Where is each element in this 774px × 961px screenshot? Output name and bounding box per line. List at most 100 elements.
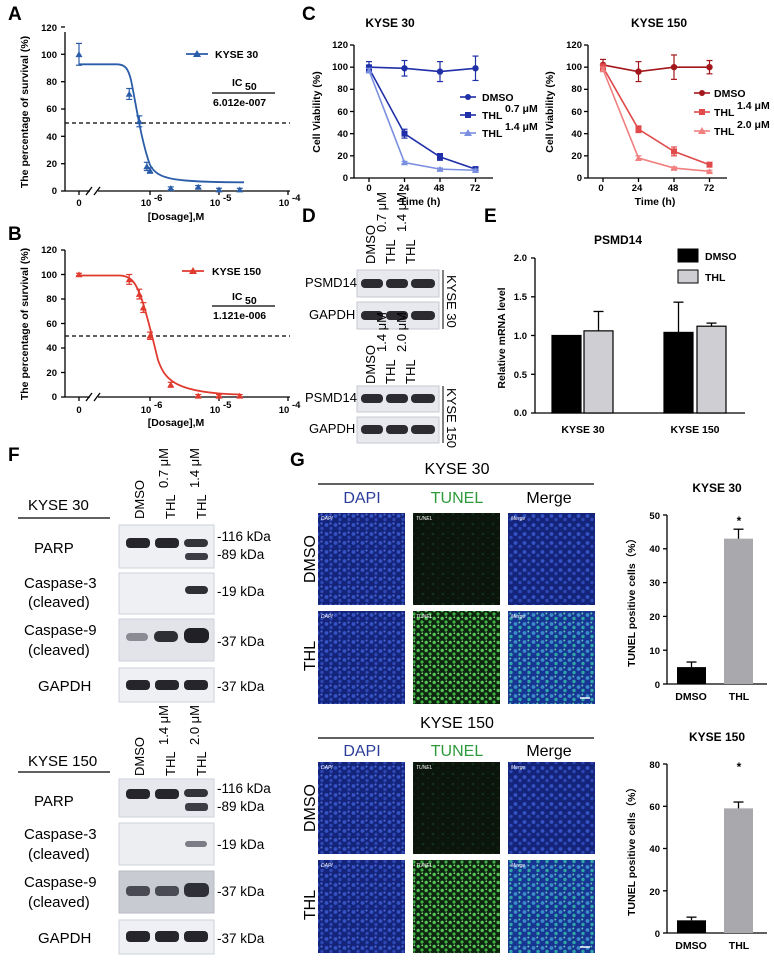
y-tick-label: 30 (649, 578, 660, 589)
column-header: Merge (526, 490, 571, 507)
significance-marker: * (737, 760, 742, 774)
bar (551, 334, 582, 414)
data-point (236, 186, 244, 193)
column-header: DAPI (343, 743, 380, 760)
blot-band (185, 841, 207, 847)
blot-row-label: GAPDH (309, 421, 355, 436)
blot-band (184, 931, 208, 942)
x-tick-exponent: -6 (154, 400, 162, 411)
cell-line-title: KYSE 150 (28, 753, 97, 770)
mw-marker: -19 kDa (217, 837, 265, 852)
blot-row-label: Caspase-9 (24, 622, 97, 639)
mw-marker: -37 kDa (217, 884, 265, 899)
x-tick-label: 10 (279, 198, 290, 209)
blot-row-label: (cleaved) (28, 846, 90, 863)
series-line (602, 66, 710, 166)
y-tick-label: 20 (649, 612, 660, 623)
lane-label: THL (194, 494, 209, 519)
legend-swatch (677, 269, 699, 284)
chart-title: KYSE 30 (365, 16, 415, 30)
y-tick-label: 0.0 (514, 408, 527, 419)
y-tick-label: 60 (337, 107, 348, 118)
y-tick-label: 80 (649, 760, 660, 771)
lane-label: DMSO (363, 345, 378, 384)
series-line (368, 67, 476, 170)
data-point (139, 304, 147, 311)
micrograph-tunel-dmso (413, 762, 500, 854)
micrograph-tunel-thl (413, 860, 500, 953)
micrograph-merge-dmso (508, 762, 595, 854)
y-tick-label: 40 (46, 343, 57, 354)
panel-label-b: B (8, 224, 22, 245)
blot-band (411, 279, 435, 288)
data-point (75, 51, 83, 58)
micrograph-dapi-thl (318, 611, 405, 704)
y-axis-title: Relative mRNA level (496, 287, 508, 388)
blot-band (411, 394, 435, 403)
legend-label: DMSO (482, 92, 514, 104)
lane-label: THL (194, 751, 209, 776)
bar (583, 330, 614, 414)
blot-row-label: PARP (34, 540, 74, 557)
data-point (670, 164, 678, 171)
tile-label: TUNEL (416, 614, 433, 620)
cell-line-label: KYSE 150 (444, 388, 459, 448)
micrograph-tunel-dmso (413, 513, 500, 605)
ic50-value: 1.121e-006 (213, 310, 266, 322)
blot-band (155, 538, 179, 548)
y-tick-label: 20 (571, 151, 582, 162)
ic50-label: IC (232, 291, 243, 303)
blot-row-label: (cleaved) (28, 894, 90, 911)
legend: DMSO THL 1.4 μM THL 2.0 μM (694, 88, 770, 138)
x-tick-label: 10 (141, 198, 152, 209)
legend-label: THL (705, 272, 726, 284)
x-tick-exponent: -5 (223, 193, 232, 204)
y-tick-label: 60 (649, 802, 660, 813)
blot-band (361, 425, 383, 434)
blot-row-label: GAPDH (38, 678, 91, 695)
chart-title: KYSE 150 (689, 730, 745, 744)
column-header: TUNEL (431, 490, 484, 507)
y-tick-label: 20 (649, 887, 660, 898)
data-point (437, 153, 443, 160)
x-axis-title: Time (h) (635, 196, 676, 208)
mw-marker: -37 kDa (217, 931, 265, 946)
blot-band (126, 680, 150, 690)
y-axis-title: The percentage of survival (%) (19, 36, 31, 188)
lane-superscript: 2.0 μM (187, 705, 202, 745)
bar (677, 920, 706, 933)
data-point (401, 159, 408, 166)
y-tick-label: 20 (46, 159, 57, 170)
blot-row-label: GAPDH (38, 930, 91, 947)
mw-marker: -37 kDa (217, 679, 265, 694)
legend-label: KYSE 30 (215, 49, 258, 61)
y-tick-label: 1.0 (514, 331, 527, 342)
blot-band (184, 628, 209, 643)
blot-band (386, 425, 408, 434)
y-tick-label: 50 (649, 511, 660, 522)
y-tick-label: 80 (46, 294, 57, 305)
chart-c-kyse150: KYSE 150 0 20 40 60 80 100 120 0 24 48 7… (544, 16, 770, 208)
x-tick-label: 72 (470, 183, 481, 194)
y-tick-label: 80 (337, 84, 348, 95)
lane-superscript: 2.0 μM (394, 312, 409, 352)
blot-f-kyse30: KYSE 30 DMSO THL 0.7 μM THL 1.4 μM PARP … (18, 448, 271, 703)
y-tick-label: 40 (649, 844, 660, 855)
cell-line-label: KYSE 30 (444, 275, 459, 328)
y-tick-label: 0 (52, 186, 57, 197)
y-tick-label: 0 (343, 173, 348, 184)
chart-b: 0 20 40 60 80 100 120 The percentage of … (19, 245, 301, 429)
blot-row-label: Caspase-3 (24, 575, 97, 592)
data-point (706, 161, 713, 168)
x-tick-label: 72 (704, 183, 715, 194)
chart-a: 0 20 40 60 80 100 120 The percentage of … (19, 23, 301, 223)
y-tick-label: 40 (649, 544, 660, 555)
lane-label: THL (403, 239, 418, 264)
data-point (135, 118, 143, 125)
row-label: THL (302, 641, 319, 671)
x-tick-label: 0 (598, 183, 603, 194)
bar (663, 331, 694, 414)
x-axis-title: [Dosage],M (148, 211, 205, 223)
x-axis: 0 10 -6 10 -5 10 -4 [Dosage],M (65, 392, 301, 429)
